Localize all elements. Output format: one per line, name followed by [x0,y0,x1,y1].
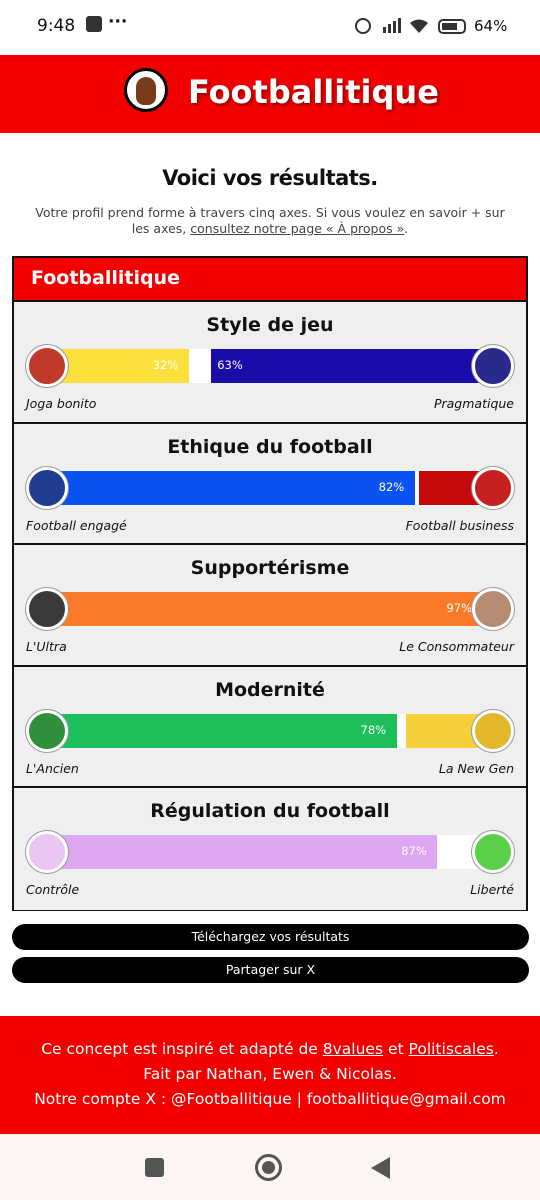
time: 9:48 [37,16,76,36]
left-bar [44,349,189,383]
left-bar [44,713,397,748]
status-icons [355,18,466,34]
right-icon [472,831,514,874]
right-icon [472,345,514,387]
left-icon [26,588,68,631]
link[interactable]: Politiscales [408,1040,494,1058]
bar-track: 97% [44,592,496,627]
right-name: Pragmatique [433,396,514,411]
nav-bar [0,1134,540,1200]
notification-icon [86,16,102,32]
results-title: Voici vos résultats. [162,166,378,190]
left-icon [26,831,68,874]
bar-track: 82% [44,470,496,505]
intro-text: Votre profil prend forme à travers cinq … [35,205,505,236]
bar-track: 32% 63% [44,349,496,383]
right-name: Football business [405,517,514,533]
axis-section: Supportérisme 97% L'Ultra Le Consommateur [14,545,526,667]
app-title: Footballitique [188,73,439,111]
axis-title: Supportérisme [190,557,350,580]
intro: Votre profil prend forme à travers cinq … [30,205,510,237]
intro-end: . [404,221,409,236]
right-name: Le Consommateur [399,639,514,655]
left-value: 78% [360,722,387,737]
left-name: Joga bonito [26,396,97,411]
left-name: L'Ancien [26,760,79,776]
right-icon [472,709,514,752]
axis-title: Régulation du football [150,800,390,823]
left-name: Football engagé [26,517,127,533]
download-button[interactable]: Téléchargez vos résultats [12,924,529,950]
left-value: 87% [401,844,427,859]
home-button[interactable] [255,1154,282,1181]
footer-line: Ce concept est inspiré et adapté de 8val… [0,1037,540,1062]
status-bar: 9:48 ··· 64% [0,0,540,52]
left-bar [44,592,483,627]
left-name: Contrôle [26,882,80,898]
left-bar [44,470,415,505]
left-value: 32% [152,358,179,372]
axis-section: Style de jeu 32% 63% Joga bonito Pragmatique [14,302,526,424]
left-icon [26,345,68,387]
right-name: Liberté [470,882,514,898]
footer: Ce concept est inspiré et adapté de 8val… [0,1016,540,1134]
axis-title: Ethique du football [167,435,373,458]
right-icon [472,588,514,631]
axis-section: Ethique du football 82% Football engagé Foo… [14,423,526,546]
left-icon [26,709,68,752]
link[interactable]: 8values [322,1040,384,1058]
results-card: Footballitique Style de jeu 32% 63% Joga bo… [12,256,528,911]
about-link[interactable]: consultez notre page « À propos » [190,221,405,236]
footer-line: Notre compte X : @Footballitique | footb… [34,1090,506,1108]
bar-track: 87% [44,835,496,870]
more-icon: ··· [108,12,128,32]
left-value: 97% [446,601,472,616]
bar-track: 78% [44,713,496,748]
right-bar [211,349,496,383]
right-name: La New Gen [438,760,514,776]
right-value: 63% [217,358,243,372]
axis-section: Modernité 78% L'Ancien La New Gen [14,666,526,789]
axis-title: Style de jeu [206,314,334,336]
footer-text: et [387,1040,404,1058]
back-button[interactable] [371,1157,390,1179]
logo [124,68,168,112]
card-title: Footballitique [14,258,526,302]
left-bar [44,835,438,870]
axis-title: Modernité [215,678,325,701]
recents-button[interactable] [145,1158,164,1177]
left-value: 82% [378,479,405,494]
left-icon [26,466,68,509]
axis-section: Régulation du football 87% Contrôle Liberté [14,788,526,910]
share-button[interactable]: Partager sur X [12,957,529,983]
right-icon [472,466,514,509]
battery: 64% [474,17,508,35]
footer-line: Fait par Nathan, Ewen & Nicolas. [143,1065,397,1083]
footer-text: Ce concept est inspiré et adapté de [41,1040,318,1058]
footer-text: . [493,1040,499,1058]
left-name: L'Ultra [26,639,67,655]
app-header: Footballitique [0,55,540,133]
